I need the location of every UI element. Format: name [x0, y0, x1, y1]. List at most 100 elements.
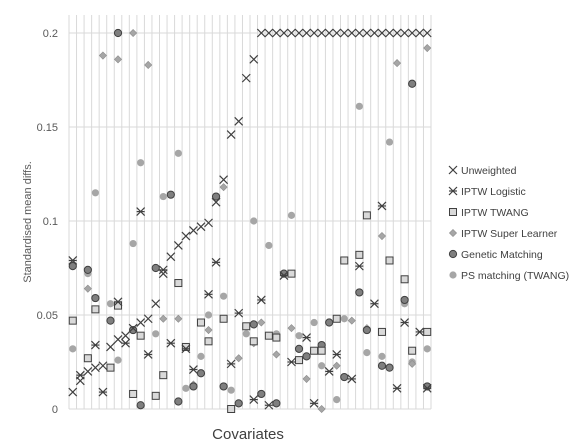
marker-shape [385, 256, 394, 265]
data-point [415, 327, 425, 337]
marker-shape [174, 397, 183, 406]
y-axis-label: Standardised mean diffs. [22, 161, 34, 282]
marker-stroke [128, 323, 138, 333]
data-point [220, 292, 228, 300]
data-point [136, 207, 146, 217]
marker-stroke [309, 28, 319, 38]
marker-shape [91, 189, 99, 197]
data-point [294, 344, 304, 353]
data-point [68, 256, 78, 265]
marker-stroke [287, 28, 296, 38]
marker-stroke [143, 314, 153, 324]
marker-shape [227, 405, 236, 413]
marker-shape [377, 361, 387, 370]
series-unweighted [68, 28, 432, 397]
data-point [106, 300, 115, 308]
data-point [423, 345, 431, 353]
marker-shape [129, 389, 138, 398]
marker-stroke [189, 225, 198, 235]
legend-item-iptw-twang: IPTW TWANG [449, 207, 529, 219]
data-point [377, 327, 386, 336]
data-point [400, 28, 410, 38]
data-point [249, 395, 259, 405]
data-point [363, 349, 371, 357]
legend-label: PS matching (TWANG) [461, 270, 569, 282]
data-point [332, 314, 341, 323]
data-point [174, 314, 183, 323]
marker-stroke [211, 197, 221, 207]
data-point [370, 28, 379, 38]
marker-shape [287, 269, 296, 278]
marker-shape [310, 346, 319, 355]
data-point [219, 382, 228, 391]
data-point [91, 305, 100, 314]
marker-shape [287, 211, 296, 219]
data-point [69, 345, 77, 353]
marker-shape [347, 316, 356, 325]
marker-shape [219, 382, 228, 391]
data-point [98, 51, 107, 60]
marker-shape [159, 314, 168, 323]
marker-stroke [83, 366, 93, 376]
data-point [272, 350, 281, 359]
data-point [362, 211, 371, 220]
data-point [83, 284, 92, 293]
data-point [75, 376, 85, 386]
marker-shape [257, 318, 266, 327]
marker-shape [91, 293, 100, 303]
marker-shape [377, 327, 386, 336]
data-point [423, 44, 432, 53]
marker-stroke [385, 28, 394, 38]
data-point [189, 365, 198, 374]
data-point [159, 371, 168, 380]
legend-item-ps-matching-twang: PS matching (TWANG) [449, 270, 569, 282]
data-point [347, 316, 356, 325]
data-point [196, 318, 205, 327]
data-point [354, 261, 364, 271]
data-point [407, 28, 417, 38]
data-point [151, 263, 160, 273]
data-point [174, 279, 183, 288]
data-point [113, 297, 123, 307]
marker-shape [332, 361, 341, 370]
data-point [385, 28, 394, 38]
marker-shape [136, 401, 145, 410]
marker-shape [340, 315, 348, 323]
data-point [90, 363, 100, 373]
data-point [121, 331, 130, 341]
data-point [196, 369, 206, 378]
data-point [295, 332, 303, 340]
data-point [340, 372, 349, 382]
data-point [347, 374, 357, 384]
marker-shape [83, 284, 92, 293]
data-point [211, 257, 221, 267]
data-point [324, 28, 334, 38]
data-point [83, 265, 92, 274]
marker-stroke [400, 28, 410, 38]
data-point [197, 352, 205, 360]
marker-shape [114, 301, 123, 310]
marker-stroke [241, 73, 251, 83]
data-point [90, 340, 100, 350]
data-point [287, 28, 296, 38]
data-point [106, 363, 115, 372]
data-point [234, 116, 244, 126]
marker-shape [113, 55, 123, 64]
marker-stroke [317, 28, 327, 38]
legend: Unweighted IPTW Logistic IPTW TWANG IPTW Su… [448, 165, 569, 282]
legend-item-unweighted: Unweighted [448, 165, 517, 177]
data-point [362, 28, 372, 38]
data-point [287, 211, 296, 219]
data-point [158, 269, 168, 279]
marker-shape [83, 354, 92, 363]
data-point [173, 241, 183, 250]
data-point [113, 335, 123, 344]
marker-stroke [113, 335, 123, 344]
marker-shape [159, 371, 168, 380]
marker-stroke [256, 28, 266, 38]
data-point [143, 314, 153, 324]
data-point [151, 299, 161, 309]
data-point [98, 361, 108, 371]
legend-marker [448, 228, 458, 238]
